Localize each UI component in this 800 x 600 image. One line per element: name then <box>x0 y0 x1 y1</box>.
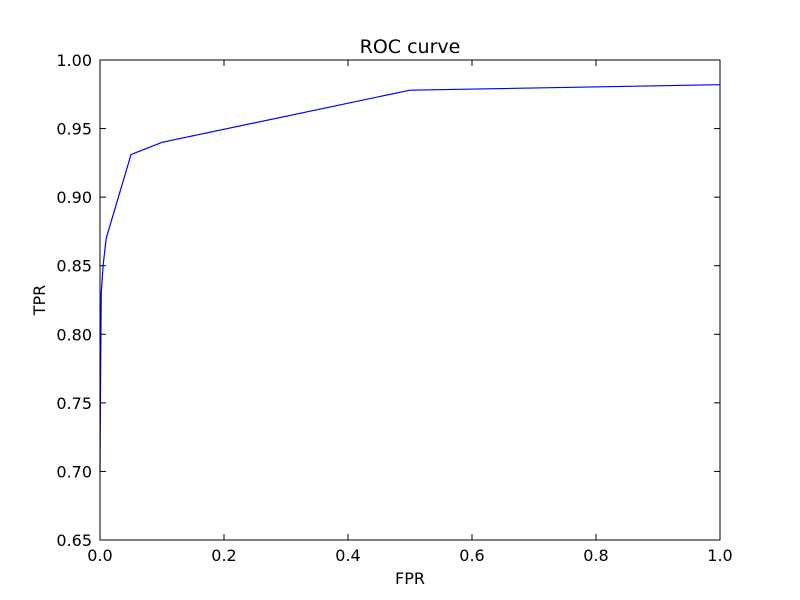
roc-series-line <box>99 84 721 472</box>
chart-title: ROC curve <box>360 36 461 58</box>
y-tick-label: 0.65 <box>56 531 92 550</box>
x-tick-label: 0.6 <box>459 546 484 565</box>
plot-frame <box>99 59 721 541</box>
x-tick-label: 0.0 <box>87 546 112 565</box>
y-tick-label: 1.00 <box>56 51 92 70</box>
x-axis: 0.0 0.2 0.4 0.6 0.8 1.0 <box>87 60 733 565</box>
y-tick-label: 0.90 <box>56 188 92 207</box>
y-tick-label: 0.70 <box>56 462 92 481</box>
x-axis-title: FPR <box>395 569 425 588</box>
y-tick-label: 0.95 <box>56 120 92 139</box>
y-axis: 0.65 0.70 0.75 0.80 0.85 0.90 0.95 1.00 <box>56 51 720 550</box>
y-tick-label: 0.80 <box>56 325 92 344</box>
series-layer <box>99 84 721 472</box>
x-tick-label: 1.0 <box>707 546 732 565</box>
x-tick-label: 0.8 <box>583 546 608 565</box>
y-axis-title: TPR <box>30 285 49 317</box>
x-tick-label: 0.4 <box>335 546 360 565</box>
x-tick-label: 0.2 <box>211 546 236 565</box>
y-tick-label: 0.85 <box>56 257 92 276</box>
y-tick-label: 0.75 <box>56 394 92 413</box>
